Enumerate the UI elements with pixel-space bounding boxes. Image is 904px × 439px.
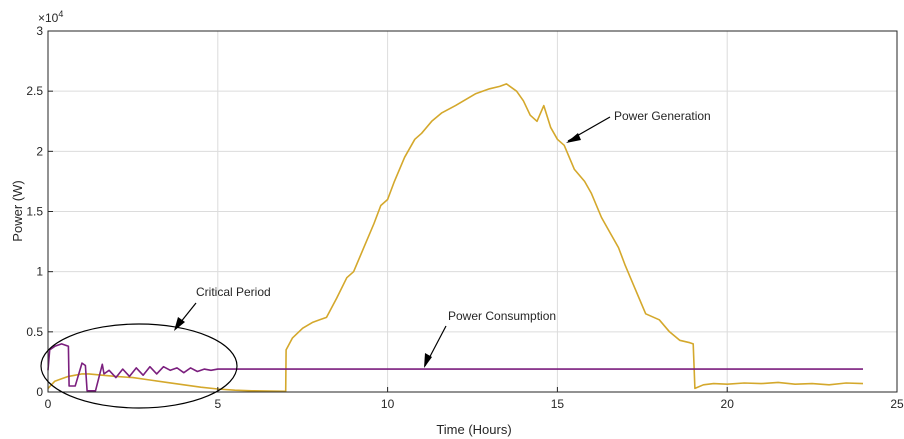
critical-period-ellipse [40,323,238,409]
x-tick-label: 5 [214,397,221,411]
annotation-consumption-text: Power Consumption [448,309,556,323]
y-exponent-base: ×10 [38,11,59,25]
x-tick-label: 25 [890,397,904,411]
y-tick-label: 2.5 [26,84,43,98]
y-tick-label: 2 [36,144,43,158]
y-tick-label: 3 [36,24,43,38]
series-line-generation [47,83,864,393]
series-line-consumption [47,343,863,392]
annotation-consumption: Power Consumption [424,309,556,368]
x-tick-labels: 0 5 10 15 20 25 [45,397,904,411]
annotation-critical-arrowhead [174,317,185,331]
annotation-consumption-arrowhead [424,353,432,368]
y-tick-labels: 0 0.5 1 1.5 2 2.5 3 [26,24,43,399]
annotation-critical-text: Critical Period [196,285,271,299]
y-exponent-power: 4 [58,9,63,19]
x-tick-label: 20 [721,397,735,411]
x-axis-label: Time (Hours) [436,422,511,437]
x-tick-label: 15 [551,397,565,411]
annotation-generation: Power Generation [566,109,711,143]
y-tick-label: 1.5 [26,205,43,219]
plot-series [47,83,864,393]
annotation-critical: Critical Period [174,285,271,331]
annotation-generation-text: Power Generation [614,109,711,123]
x-tick-label: 10 [381,397,395,411]
x-tick-label: 0 [45,397,52,411]
y-tick-label: 1 [36,265,43,279]
y-exponent-label: ×104 [38,9,63,25]
annotation-generation-arrowhead [566,133,581,143]
grid-lines [47,30,898,393]
y-tick-label: 0.5 [26,325,43,339]
y-axis-label: Power (W) [10,180,25,241]
y-tick-label: 0 [36,385,43,399]
